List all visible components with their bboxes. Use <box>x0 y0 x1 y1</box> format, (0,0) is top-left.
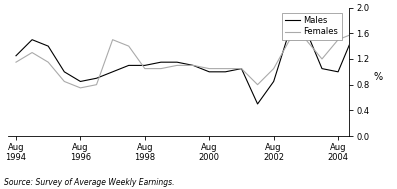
Females <box>143 67 147 70</box>
Females <box>320 58 324 60</box>
Text: Source: Survey of Average Weekly Earnings.: Source: Survey of Average Weekly Earning… <box>4 178 174 187</box>
Females <box>13 61 18 63</box>
Males <box>223 71 228 73</box>
Females <box>62 80 67 83</box>
Females <box>78 87 83 89</box>
Males <box>158 61 163 63</box>
Males <box>126 64 131 67</box>
Males <box>336 71 341 73</box>
Males <box>384 67 389 70</box>
Males <box>143 64 147 67</box>
Line: Females: Females <box>16 30 397 88</box>
Females <box>46 61 50 63</box>
Males <box>352 32 357 34</box>
Males <box>271 80 276 83</box>
Males <box>46 45 50 47</box>
Females <box>158 67 163 70</box>
Females <box>239 67 244 70</box>
Females <box>191 64 196 67</box>
Legend: Males, Females: Males, Females <box>282 13 342 40</box>
Males <box>78 80 83 83</box>
Females <box>271 67 276 70</box>
Females <box>175 64 179 67</box>
Males <box>287 29 292 31</box>
Males <box>207 71 212 73</box>
Females <box>352 32 357 34</box>
Males <box>110 71 115 73</box>
Females <box>94 84 99 86</box>
Males <box>191 64 196 67</box>
Females <box>287 39 292 41</box>
Females <box>207 67 212 70</box>
Males <box>94 77 99 79</box>
Females <box>368 51 373 54</box>
Males <box>13 55 18 57</box>
Females <box>303 39 308 41</box>
Males <box>255 103 260 105</box>
Males <box>175 61 179 63</box>
Males <box>368 58 373 60</box>
Females <box>255 84 260 86</box>
Males <box>303 29 308 31</box>
Males <box>239 67 244 70</box>
Females <box>30 51 35 54</box>
Line: Males: Males <box>16 24 397 104</box>
Females <box>223 67 228 70</box>
Females <box>110 39 115 41</box>
Y-axis label: %: % <box>373 72 382 82</box>
Males <box>62 71 67 73</box>
Females <box>336 39 341 41</box>
Females <box>384 58 389 60</box>
Females <box>126 45 131 47</box>
Males <box>30 39 35 41</box>
Males <box>320 67 324 70</box>
